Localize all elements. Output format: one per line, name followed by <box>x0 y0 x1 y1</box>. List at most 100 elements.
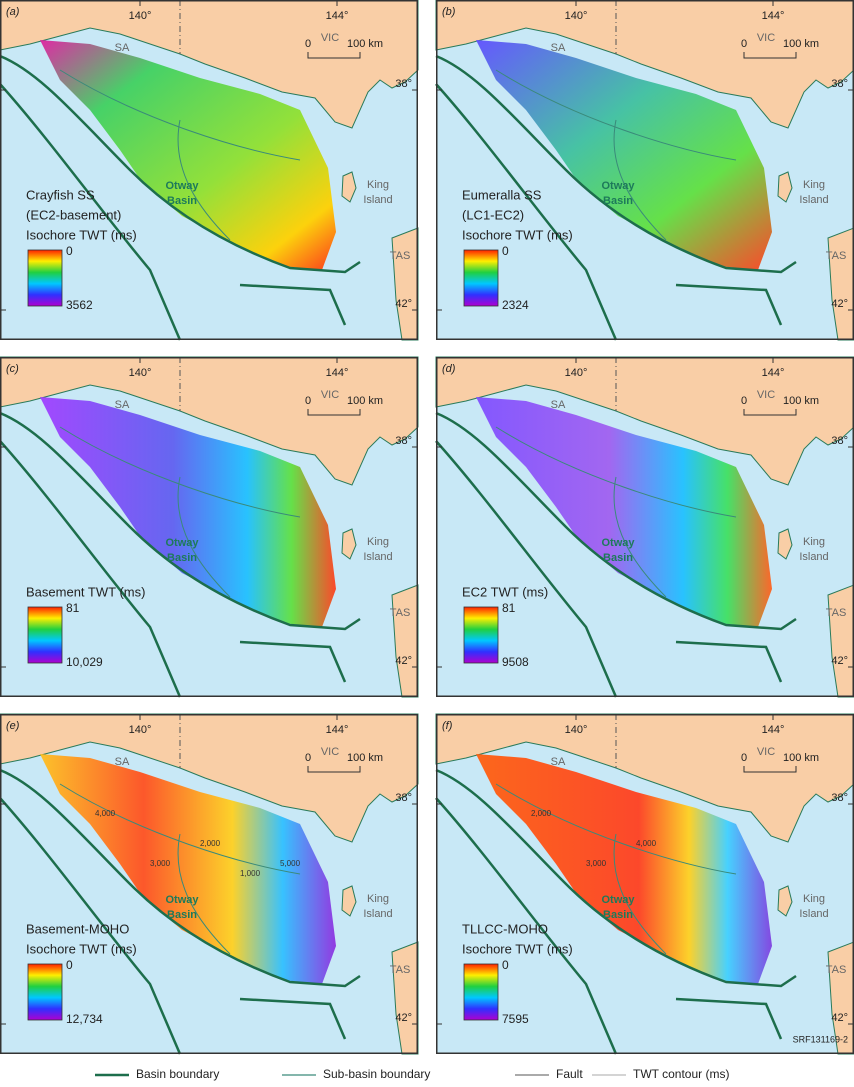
panel-border <box>0 357 418 697</box>
contour-label: 4,000 <box>636 839 657 848</box>
colorbar <box>463 249 499 307</box>
king-island <box>777 171 793 203</box>
state-label: TAS <box>826 607 847 619</box>
lon-label: 140° <box>129 367 152 379</box>
legend-label: Sub-basin boundary <box>323 1067 430 1081</box>
map-panel: (d) 140° 144° 38° 42° SA VIC TAS King Island Otway… <box>435 356 854 698</box>
basin-label: Otway <box>601 894 635 906</box>
island-label: King <box>803 179 825 191</box>
colorbar-title: Crayfish SS <box>26 187 95 202</box>
basin-label: Basin <box>603 909 633 921</box>
colorbar-title: (EC2-basement) <box>26 207 121 222</box>
panel-border <box>0 714 418 1054</box>
basin-label: Otway <box>601 537 635 549</box>
colorbar-title: Isochore TWT (ms) <box>26 227 137 242</box>
land <box>435 0 854 129</box>
basin-label: Basin <box>167 552 197 564</box>
king-island <box>777 528 793 560</box>
contour-label: 5,000 <box>280 859 301 868</box>
colorbar-title: TLLCC-MOHO <box>462 921 548 936</box>
data-surface <box>40 754 336 984</box>
colorbar-min: 12,734 <box>66 1012 103 1026</box>
state-label: TAS <box>390 607 411 619</box>
island-label: Island <box>363 194 392 206</box>
lon-label: 144° <box>326 367 349 379</box>
lat-label: 42° <box>831 655 848 667</box>
sub-basin-boundary <box>59 783 301 955</box>
basin-boundary <box>0 768 361 988</box>
lat-label: 38° <box>831 435 848 447</box>
lat-label: 38° <box>831 792 848 804</box>
island-label: King <box>803 536 825 548</box>
colorbar-max: 0 <box>502 958 509 972</box>
state-label: TAS <box>390 250 411 262</box>
panel-border <box>436 714 854 1054</box>
lon-label: 140° <box>565 367 588 379</box>
basin-boundary <box>435 797 783 1055</box>
scale-label: 100 km <box>347 395 383 407</box>
scale-bar <box>307 52 361 59</box>
lat-label: 42° <box>831 1012 848 1024</box>
state-label: SA <box>115 756 130 768</box>
basin-boundary <box>435 440 783 698</box>
lon-label: 140° <box>129 10 152 22</box>
state-label: SA <box>551 42 566 54</box>
data-surface <box>40 40 336 270</box>
king-island <box>341 528 357 560</box>
colorbar <box>27 963 63 1021</box>
sub-basin-boundary <box>495 426 737 598</box>
legend-label: Fault <box>556 1067 583 1081</box>
state-label: TAS <box>390 964 411 976</box>
basin-boundary <box>435 768 797 988</box>
lon-label: 140° <box>565 10 588 22</box>
basin-label: Otway <box>165 180 199 192</box>
lon-label: 144° <box>762 724 785 736</box>
panel-border <box>436 357 854 697</box>
basin-boundary <box>0 797 347 1055</box>
state-label: VIC <box>757 389 775 401</box>
scale-label: 0 <box>741 395 747 407</box>
state-label: SA <box>551 399 566 411</box>
basin-boundary <box>435 83 783 341</box>
map-panel: (f) 140° 144° 38° 42° SA VIC TAS King Island Otway… <box>435 713 854 1055</box>
state-label: SA <box>115 399 130 411</box>
state-label: VIC <box>757 32 775 44</box>
sub-basin-boundary <box>59 426 301 598</box>
legend-label: Basin boundary <box>136 1067 219 1081</box>
basin-label: Otway <box>165 894 199 906</box>
sub-basin-boundary <box>495 783 737 955</box>
scale-bar <box>743 409 797 416</box>
sub-basin-boundary <box>495 69 737 241</box>
scale-label: 0 <box>741 752 747 764</box>
lat-label: 38° <box>395 78 412 90</box>
colorbar-title: Basement-MOHO <box>26 921 129 936</box>
state-label: TAS <box>826 250 847 262</box>
basin-boundary <box>0 83 347 341</box>
scale-label: 0 <box>305 752 311 764</box>
legend-label: TWT contour (ms) <box>633 1067 729 1081</box>
lat-label: 42° <box>395 655 412 667</box>
basin-boundary <box>0 54 361 274</box>
basin-boundary <box>0 411 361 631</box>
data-surface <box>476 754 772 984</box>
scale-label: 100 km <box>783 395 819 407</box>
state-label: VIC <box>321 389 339 401</box>
scale-label: 0 <box>741 38 747 50</box>
basin-label: Basin <box>167 195 197 207</box>
map-panel: (b) 140° 144° 38° 42° SA VIC TAS King Island Otway… <box>435 0 854 341</box>
lat-label: 38° <box>395 435 412 447</box>
colorbar-title: EC2 TWT (ms) <box>462 584 548 599</box>
island-label: Island <box>363 908 392 920</box>
basin-label: Otway <box>165 537 199 549</box>
land <box>435 356 854 486</box>
panel-letter: (e) <box>6 720 20 732</box>
colorbar <box>27 249 63 307</box>
colorbar-max: 81 <box>502 601 516 615</box>
colorbar-max: 0 <box>66 958 73 972</box>
colorbar <box>463 963 499 1021</box>
lat-label: 42° <box>831 298 848 310</box>
king-island <box>341 171 357 203</box>
colorbar-min: 9508 <box>502 655 529 669</box>
colorbar-max: 0 <box>502 244 509 258</box>
